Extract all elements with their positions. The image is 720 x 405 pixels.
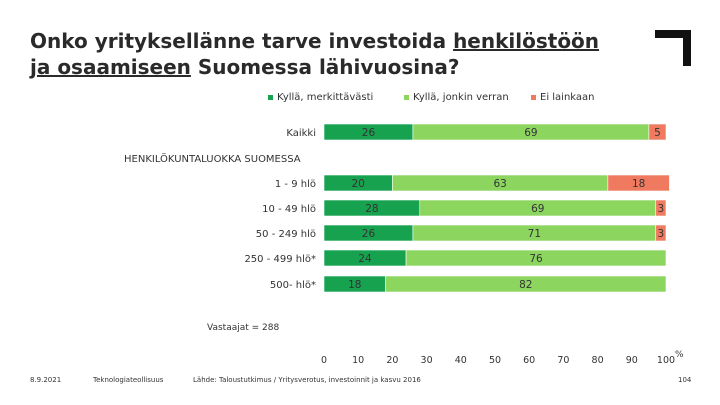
category-label: 10 - 49 hlö [262, 204, 316, 215]
legend-swatch-1 [268, 95, 273, 100]
title-part-2: Suomessa lähivuosina? [190, 55, 460, 79]
respondents-note: Vastaajat = 288 [207, 323, 280, 333]
x-tick-label: 40 [455, 355, 467, 366]
footer-date: 8.9.2021 [30, 376, 62, 384]
section-label: HENKILÖKUNTALUOKKA SUOMESSA [124, 152, 301, 165]
data-label: 76 [529, 253, 543, 265]
data-label: 82 [519, 279, 532, 291]
data-label: 20 [352, 178, 365, 190]
data-label: 3 [658, 228, 665, 240]
data-label: 71 [528, 228, 541, 240]
chart-title: Onko yrityksellänne tarve investoida hen… [30, 28, 599, 80]
data-label: 24 [358, 253, 372, 265]
category-label: 250 - 499 hlö* [244, 254, 316, 265]
data-label: 69 [531, 203, 544, 215]
category-label: 50 - 249 hlö [256, 229, 316, 240]
legend-item-3: Ei lainkaan [531, 92, 595, 103]
x-tick-label: 60 [523, 355, 535, 366]
title-underline-1: henkilöstöön [453, 29, 600, 53]
x-tick-label: 100 [657, 355, 675, 366]
data-label: 18 [348, 279, 361, 291]
bar-segment [607, 174, 670, 192]
x-tick-label: 10 [352, 355, 364, 366]
footer-source: Lähde: Taloustutkimus / Yritysverotus, i… [193, 376, 421, 384]
legend-label-3: Ei lainkaan [540, 92, 595, 103]
data-label: 28 [365, 203, 378, 215]
legend-label-1: Kyllä, merkittävästi [277, 92, 374, 103]
x-tick-label: 90 [626, 355, 638, 366]
legend-item-1: Kyllä, merkittävästi [268, 92, 373, 103]
x-tick-label: 0 [321, 355, 327, 366]
bar-segment [385, 275, 667, 293]
title-part-1: Onko yrityksellänne tarve investoida [30, 29, 454, 53]
axis-unit-label: % [675, 350, 684, 360]
footer-page-number: 104 [678, 376, 692, 384]
title-underline-2: ja osaamiseen [30, 55, 191, 79]
bar-segment [405, 249, 667, 267]
data-label: 3 [658, 203, 665, 215]
x-tick-label: 20 [386, 355, 398, 366]
category-label: Kaikki [286, 128, 316, 139]
footer-org: Teknologiateollisuus [93, 376, 164, 384]
data-label: 63 [493, 178, 506, 190]
category-label: 500- hlö* [270, 280, 316, 291]
x-tick-label: 30 [421, 355, 433, 366]
bar-segment [648, 123, 667, 141]
category-label: 1 - 9 hlö [275, 179, 316, 190]
legend-label-2: Kyllä, jonkin verran [413, 92, 509, 103]
x-tick-label: 80 [592, 355, 604, 366]
x-tick-label: 50 [489, 355, 501, 366]
data-label: 69 [524, 127, 537, 139]
data-label: 5 [654, 127, 661, 139]
legend-swatch-3 [531, 95, 536, 100]
data-label: 18 [632, 178, 645, 190]
data-label: 26 [362, 127, 376, 139]
data-label: 26 [362, 228, 376, 240]
legend-item-2: Kyllä, jonkin verran [404, 92, 509, 103]
chart-legend: Kyllä, merkittävästi Kyllä, jonkin verra… [0, 92, 720, 106]
brand-logo [655, 30, 691, 66]
legend-swatch-2 [404, 95, 409, 100]
x-tick-label: 70 [557, 355, 569, 366]
bar-segment [655, 199, 667, 217]
bar-segment [655, 224, 667, 242]
